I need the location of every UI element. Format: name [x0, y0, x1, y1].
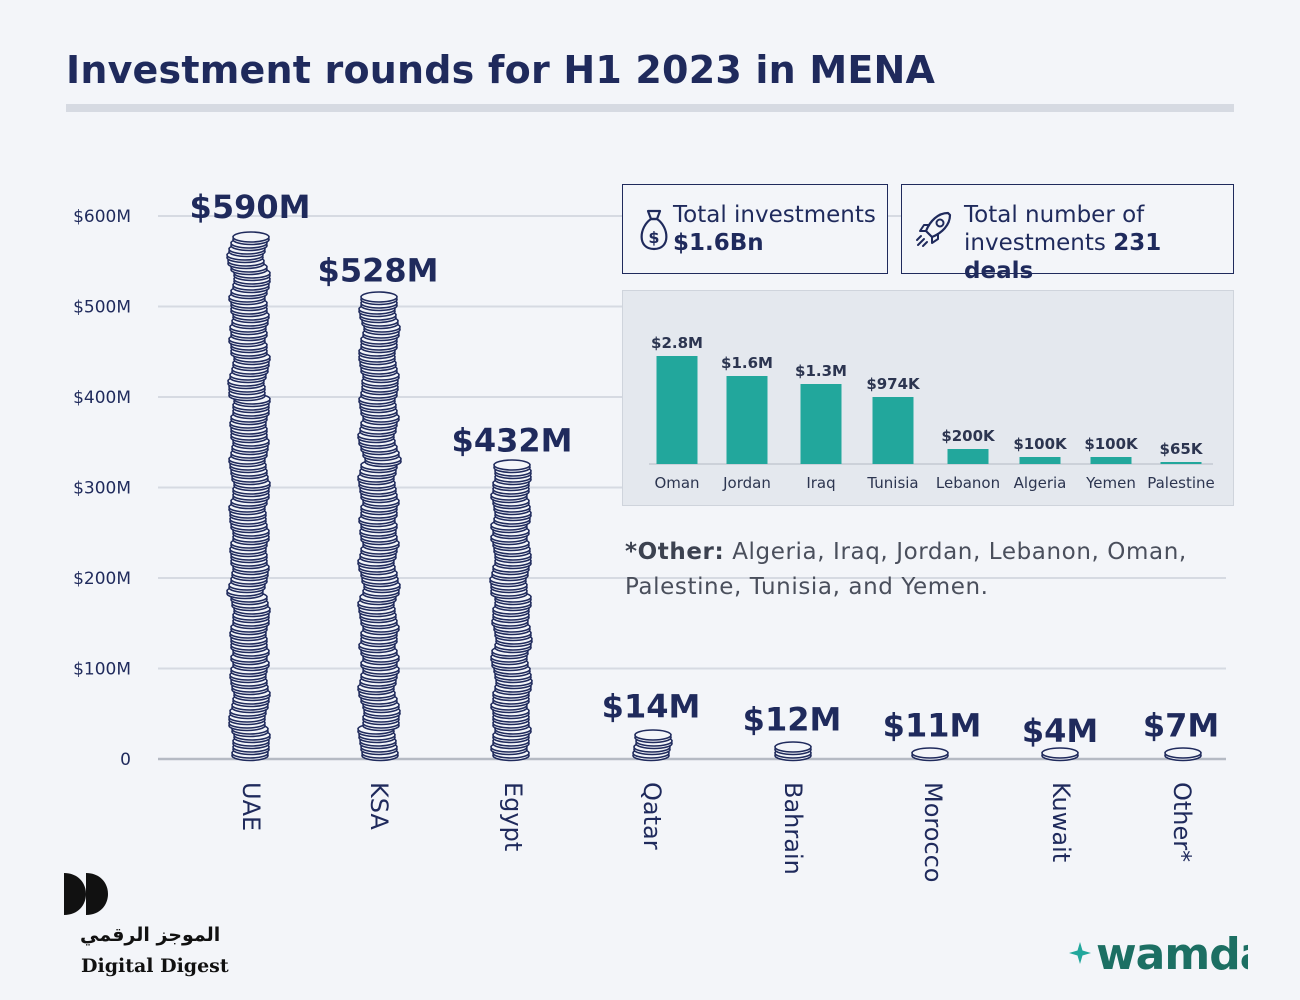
bar-value-label: $11M: [883, 707, 982, 745]
y-tick-label: $500M: [73, 298, 131, 318]
bar-kuwait: [1041, 747, 1079, 762]
bar-value-label: $14M: [602, 688, 701, 726]
x-tick-label: UAE: [237, 782, 265, 831]
inset-value-label: $100K: [1084, 435, 1139, 453]
inset-category-label: Iraq: [806, 474, 835, 492]
inset-bar: [726, 376, 768, 464]
inset-category-label: Jordan: [722, 474, 771, 492]
total-investments-value: $1.6Bn: [673, 230, 764, 256]
total-investments-text: Total investments $1.6Bn: [673, 202, 876, 256]
x-tick-label: Other*: [1168, 782, 1196, 862]
other-footnote-label: *Other:: [625, 539, 725, 565]
x-tick-label: Egypt: [499, 782, 527, 851]
bar-value-label: $7M: [1143, 707, 1219, 745]
inset-bar: [872, 397, 914, 464]
y-tick-label: $600M: [73, 207, 131, 227]
svg-text:$: $: [648, 228, 659, 247]
y-tick-label: $400M: [73, 388, 131, 408]
y-tick-label: 0: [120, 750, 131, 770]
bar-value-label: $528M: [318, 251, 439, 289]
digital-digest-name: Digital Digest: [81, 955, 229, 977]
inset-value-label: $65K: [1160, 440, 1204, 458]
bar-value-label: $432M: [452, 422, 573, 460]
bar-bahrain: [774, 741, 812, 762]
inset-category-label: Tunisia: [866, 474, 918, 492]
total-deals-value: 231 deals: [964, 230, 1162, 284]
y-tick-label: $100M: [73, 660, 131, 680]
total-investments-card: $ Total investments $1.6Bn: [622, 184, 888, 274]
title-divider: [66, 104, 1234, 112]
inset-bar: [800, 384, 842, 464]
bar-value-label: $590M: [190, 188, 311, 226]
other-countries-bar-chart: $2.8M Oman $1.6M Jordan $1.3M Iraq $974K Tunisi…: [649, 334, 1215, 492]
sparkle-icon: [1069, 942, 1091, 964]
inset-value-label: $100K: [1013, 435, 1068, 453]
inset-bar: [1019, 457, 1061, 464]
y-tick-label: $200M: [73, 569, 131, 589]
inset-value-label: $1.6M: [721, 354, 773, 372]
inset-category-label: Algeria: [1014, 474, 1067, 492]
page-title: Investment rounds for H1 2023 in MENA: [66, 48, 936, 92]
other-countries-inset: $2.8M Oman $1.6M Jordan $1.3M Iraq $974K Tunisi…: [622, 290, 1234, 506]
total-deals-text: Total number of investments 231 deals: [964, 202, 1162, 284]
inset-category-label: Palestine: [1147, 474, 1215, 492]
inset-bar: [1160, 462, 1202, 464]
digital-digest-arabic-name: الموجز الرقمي: [80, 924, 221, 946]
bar-other: [1164, 747, 1202, 762]
digital-digest-logo-icon: [64, 873, 108, 915]
bar-morocco: [911, 747, 949, 762]
bar-egypt: [489, 459, 533, 762]
other-footnote: *Other: Algeria, Iraq, Jordan, Lebanon, …: [625, 535, 1225, 605]
other-footnote-text: Algeria, Iraq, Jordan, Lebanon, Oman, Pa…: [625, 539, 1187, 600]
inset-value-label: $1.3M: [795, 362, 847, 380]
money-bag-icon: $: [640, 209, 668, 251]
inset-value-label: $200K: [941, 427, 996, 445]
y-tick-label: $300M: [73, 479, 131, 499]
x-tick-label: Kuwait: [1047, 782, 1075, 862]
inset-value-label: $2.8M: [651, 334, 703, 352]
wamda-logo: wamda: [1069, 929, 1248, 980]
total-deals-card: Total number of investments 231 deals: [901, 184, 1234, 284]
inset-bar: [1090, 457, 1132, 464]
x-tick-label: Qatar: [638, 782, 666, 850]
inset-category-label: Yemen: [1085, 474, 1136, 492]
x-tick-label: KSA: [365, 782, 393, 830]
x-tick-label: Morocco: [919, 782, 947, 883]
rocket-icon: [916, 211, 952, 247]
inset-category-label: Oman: [654, 474, 699, 492]
wamda-wordmark: wamda: [1096, 929, 1248, 980]
bar-uae: [226, 231, 271, 762]
bar-value-label: $4M: [1022, 712, 1098, 750]
inset-bar: [947, 449, 989, 464]
bar-value-label: $12M: [743, 700, 842, 738]
bar-qatar: [632, 729, 673, 762]
inset-value-label: $974K: [866, 375, 921, 393]
inset-bar: [656, 356, 698, 464]
inset-category-label: Lebanon: [936, 474, 1000, 492]
bar-ksa: [357, 291, 402, 762]
x-tick-label: Bahrain: [779, 782, 807, 875]
